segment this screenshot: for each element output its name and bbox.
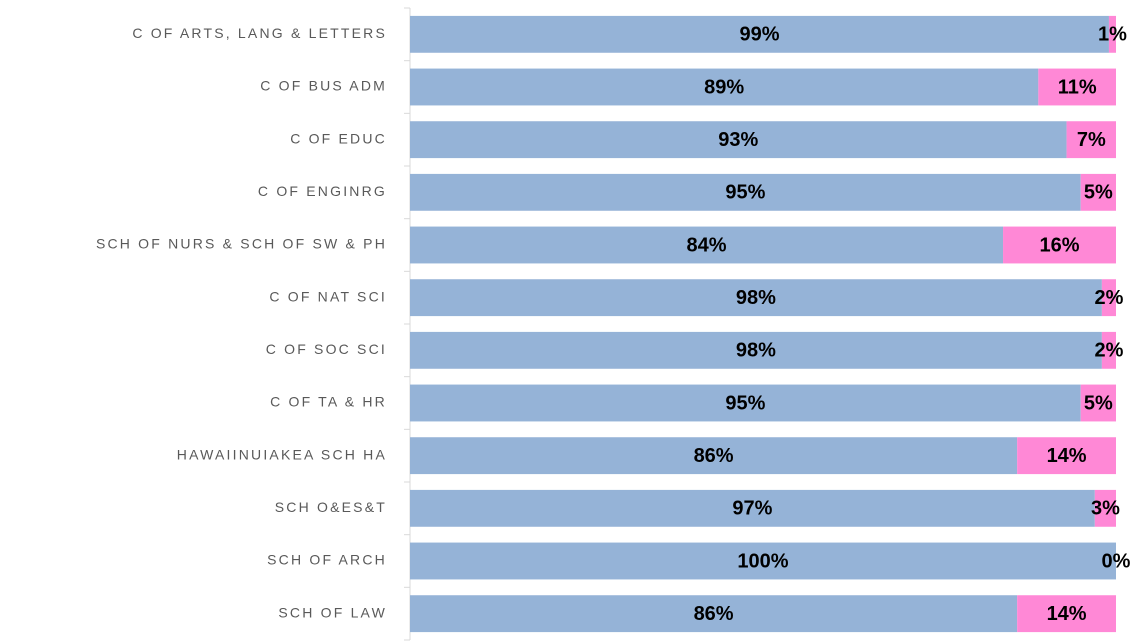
bar-segment <box>1080 173 1116 211</box>
data-label: 99% <box>739 24 779 46</box>
bar-segment <box>410 595 1018 633</box>
bar-segment <box>410 331 1102 369</box>
data-label: 100% <box>737 550 788 572</box>
bar-segment <box>1101 331 1116 369</box>
bar-segment <box>410 542 1116 580</box>
bar-segment <box>410 173 1081 211</box>
data-label: 14% <box>1047 603 1087 625</box>
bar-segment <box>1017 437 1116 475</box>
bar-segment <box>1108 15 1116 53</box>
data-label: 3% <box>1091 498 1120 520</box>
bar-segment <box>1017 595 1116 633</box>
bar-segment <box>1101 279 1116 317</box>
category-label: SCH OF LAW <box>278 604 387 620</box>
category-label: SCH OF NURS & SCH OF SW & PH <box>96 236 387 252</box>
category-label: C OF EDUC <box>290 130 387 146</box>
data-label: 2% <box>1094 287 1123 309</box>
data-label: 84% <box>687 234 727 256</box>
category-label: C OF SOC SCI <box>266 341 387 357</box>
data-label: 95% <box>725 182 765 204</box>
data-label: 93% <box>718 129 758 151</box>
data-label: 7% <box>1077 129 1106 151</box>
data-label: 89% <box>704 76 744 98</box>
data-label: 5% <box>1084 392 1113 414</box>
data-label: 11% <box>1058 76 1097 98</box>
data-label: 95% <box>725 392 765 414</box>
bar-segment <box>410 226 1004 264</box>
bar-segment <box>410 68 1039 106</box>
bar-segment <box>410 279 1102 317</box>
data-label: 0% <box>1102 550 1131 572</box>
category-label: SCH O&ES&T <box>275 499 387 515</box>
category-label: C OF TA & HR <box>270 394 387 410</box>
data-label: 98% <box>736 340 776 362</box>
bar-segment <box>1038 68 1116 106</box>
data-label: 5% <box>1084 182 1113 204</box>
category-label: C OF BUS ADM <box>260 78 387 94</box>
data-label: 2% <box>1094 340 1123 362</box>
category-label: C OF ENGINRG <box>258 183 387 199</box>
bar-segment <box>1080 384 1116 422</box>
bar-segment <box>410 121 1067 159</box>
data-label: 98% <box>736 287 776 309</box>
bar-segment <box>410 384 1081 422</box>
data-label: 14% <box>1047 445 1087 467</box>
data-label: 86% <box>694 603 734 625</box>
category-label: C OF NAT SCI <box>269 288 387 304</box>
data-label: 97% <box>732 498 772 520</box>
data-label: 16% <box>1040 234 1080 256</box>
category-label: HAWAIINUIAKEA SCH HA <box>177 446 387 462</box>
bar-segment <box>410 15 1109 53</box>
data-label: 86% <box>694 445 734 467</box>
bar-segment <box>1066 121 1116 159</box>
data-label: 1% <box>1098 24 1127 46</box>
bar-segment <box>410 437 1018 475</box>
bar-segment <box>410 489 1095 527</box>
bar-segment <box>1003 226 1116 264</box>
category-label: SCH OF ARCH <box>267 552 387 568</box>
bar-segment <box>1094 489 1116 527</box>
category-label: C OF ARTS, LANG & LETTERS <box>132 25 387 41</box>
